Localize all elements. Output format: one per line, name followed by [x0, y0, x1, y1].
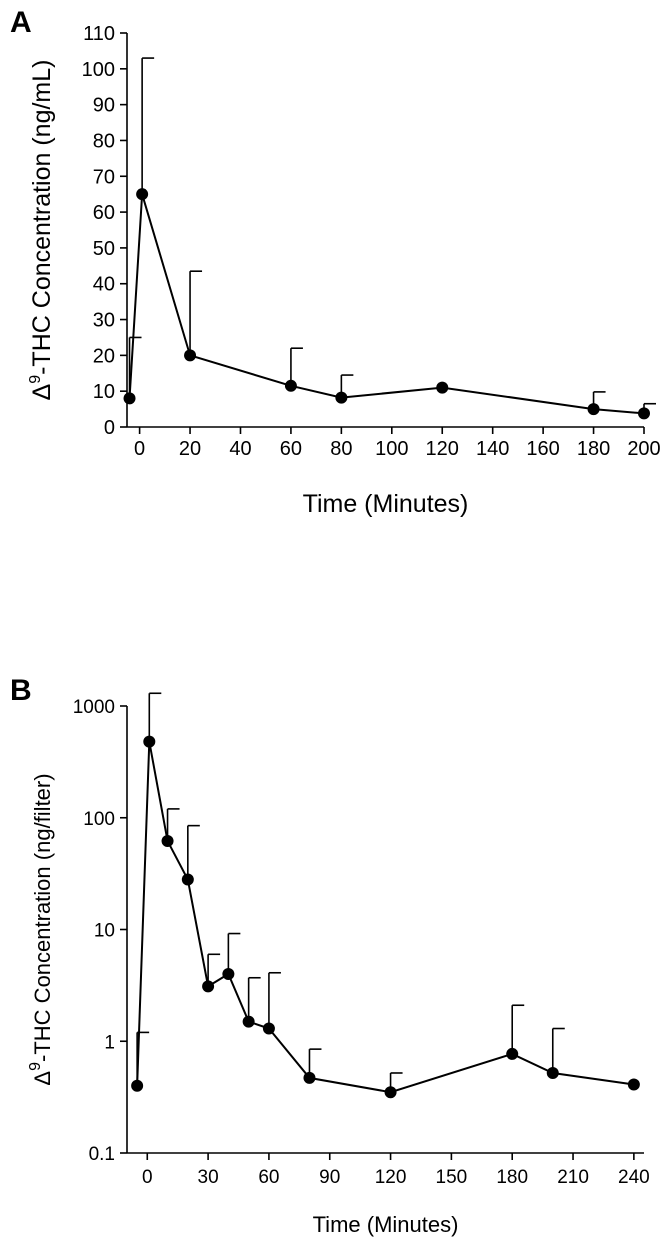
x-tick-label: 200	[627, 438, 660, 460]
data-point	[131, 1079, 144, 1092]
y-tick-label: 0	[104, 417, 115, 439]
y-tick-label: 30	[93, 310, 115, 332]
data-point	[284, 379, 297, 392]
y-tick-label: 100	[83, 809, 115, 830]
x-tick-label: 90	[319, 1167, 340, 1188]
series-line	[128, 193, 645, 415]
x-tick-label: 120	[375, 1167, 407, 1188]
x-tick-label: 210	[557, 1167, 589, 1188]
panel-label: B	[10, 674, 32, 707]
x-tick-label: 60	[258, 1167, 279, 1188]
y-tick-label: 20	[93, 345, 115, 367]
y-axis-label: Δ9-THC Concentration (ng/filter)	[27, 773, 55, 1085]
x-tick-label: 40	[229, 438, 251, 460]
panel-b-chart: B 0.1 1 10 100 1000 0 30 60 90 120 150 180 210 240 Time…	[10, 674, 650, 1237]
x-tick-label: 0	[134, 438, 145, 460]
y-tick-label: 90	[93, 95, 115, 117]
y-tick-label: 50	[93, 238, 115, 260]
data-point	[181, 873, 194, 886]
data-point	[262, 1022, 275, 1035]
y-tick-label: 70	[93, 166, 115, 188]
data-point	[303, 1071, 316, 1084]
x-tick-label: 140	[476, 438, 509, 460]
y-tick-label: 110	[83, 23, 115, 45]
y-tick-label: 10	[93, 381, 115, 403]
data-point	[161, 834, 174, 847]
x-tick-label: 120	[426, 438, 459, 460]
x-tick-label: 0	[142, 1167, 153, 1188]
y-tick-label: 60	[93, 202, 115, 224]
y-tick-label: 1	[104, 1032, 115, 1053]
x-axis-label: Time (Minutes)	[313, 1212, 459, 1237]
data-point	[436, 381, 449, 394]
x-tick-label: 80	[330, 438, 352, 460]
data-point	[506, 1047, 519, 1060]
y-tick-label: 80	[93, 130, 115, 152]
data-point	[638, 407, 650, 420]
data-point	[202, 980, 215, 993]
x-axis-label: Time (Minutes)	[303, 490, 469, 518]
x-tick-label: 180	[496, 1167, 528, 1188]
data-point	[136, 188, 149, 201]
series-line	[136, 741, 635, 1094]
data-point	[222, 967, 235, 980]
x-tick-label: 150	[436, 1167, 468, 1188]
data-point	[335, 391, 348, 404]
data-point	[123, 392, 136, 405]
x-tick-label: 20	[179, 438, 201, 460]
x-tick-label: 100	[375, 438, 408, 460]
panel-label: A	[10, 6, 32, 39]
data-point	[384, 1086, 397, 1099]
data-point	[143, 735, 156, 748]
x-tick-label: 160	[526, 438, 559, 460]
y-tick-label: 100	[82, 59, 115, 81]
y-axis-label: Δ9-THC Concentration (ng/mL)	[27, 60, 56, 401]
y-tick-label: 0.1	[89, 1144, 115, 1165]
x-tick-label: 240	[618, 1167, 650, 1188]
data-point	[627, 1078, 640, 1091]
y-tick-label: 1000	[73, 697, 115, 718]
panel-a-chart: A 0 10 20 30 40 50 60 70 80 90 100 110 0 20 40 60 80 100 12…	[10, 6, 661, 518]
y-tick-label: 40	[93, 274, 115, 296]
data-point	[546, 1066, 559, 1079]
x-tick-label: 180	[577, 438, 610, 460]
data-point	[242, 1015, 255, 1028]
data-point	[587, 403, 600, 416]
y-tick-label: 10	[94, 921, 115, 942]
x-tick-label: 60	[280, 438, 302, 460]
data-point	[184, 349, 197, 362]
x-tick-label: 30	[198, 1167, 219, 1188]
